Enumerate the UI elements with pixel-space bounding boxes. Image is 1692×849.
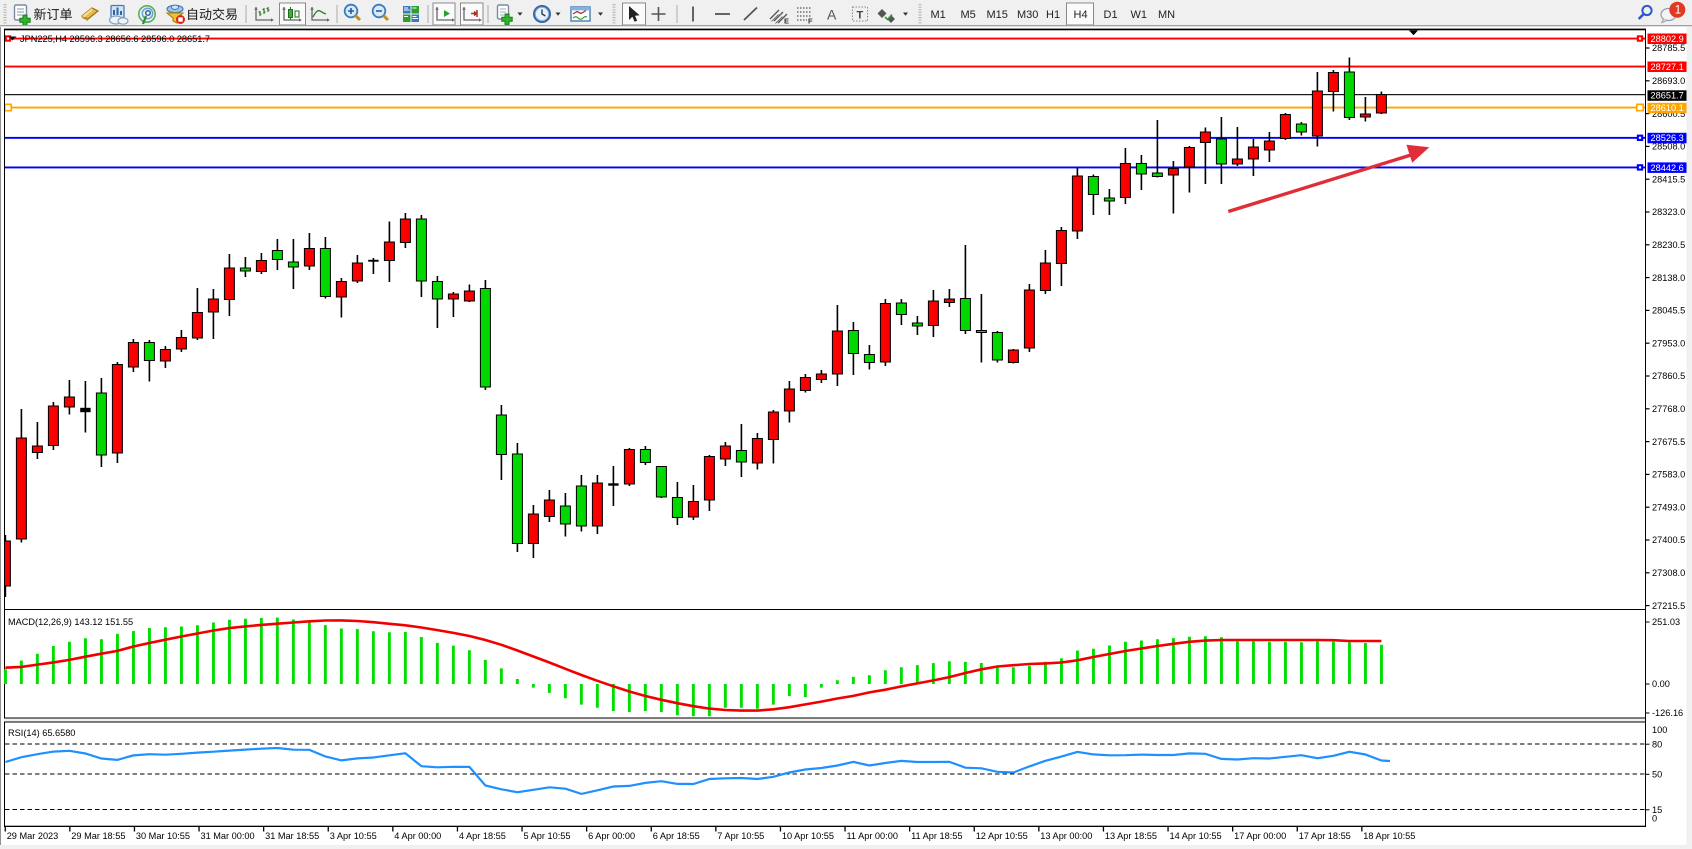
svg-text:17 Apr 18:55: 17 Apr 18:55 [1299, 831, 1351, 841]
svg-text:6 Apr 00:00: 6 Apr 00:00 [588, 831, 635, 841]
svg-text:28508.0: 28508.0 [1652, 142, 1685, 152]
svg-text:1: 1 [1675, 5, 1681, 17]
svg-text:7 Apr 10:55: 7 Apr 10:55 [717, 831, 764, 841]
svg-text:27583.0: 27583.0 [1652, 470, 1685, 480]
svg-text:29 Mar 2023: 29 Mar 2023 [7, 831, 59, 841]
svg-text:28802.9: 28802.9 [1651, 34, 1684, 44]
svg-text:3 Apr 10:55: 3 Apr 10:55 [330, 831, 377, 841]
svg-text:13 Apr 18:55: 13 Apr 18:55 [1105, 831, 1157, 841]
svg-text:11 Apr 00:00: 11 Apr 00:00 [847, 831, 898, 841]
svg-text:0.00: 0.00 [1652, 679, 1670, 689]
svg-text:W1: W1 [1131, 9, 1148, 21]
svg-text:5 Apr 10:55: 5 Apr 10:55 [524, 831, 571, 841]
svg-text:27860.5: 27860.5 [1652, 371, 1685, 381]
svg-text:12 Apr 10:55: 12 Apr 10:55 [976, 831, 1028, 841]
svg-text:28138.0: 28138.0 [1652, 273, 1685, 283]
svg-text:31 Mar 18:55: 31 Mar 18:55 [265, 831, 319, 841]
svg-text:27768.0: 27768.0 [1652, 404, 1685, 414]
svg-text:10 Apr 10:55: 10 Apr 10:55 [782, 831, 834, 841]
svg-text:18 Apr 10:55: 18 Apr 10:55 [1363, 831, 1415, 841]
svg-text:28045.5: 28045.5 [1652, 306, 1685, 316]
svg-text:RSI(14) 65.6580: RSI(14) 65.6580 [8, 728, 75, 738]
svg-text:80: 80 [1652, 739, 1662, 749]
svg-text:A: A [827, 7, 837, 23]
svg-text:6 Apr 18:55: 6 Apr 18:55 [653, 831, 700, 841]
svg-text:M1: M1 [931, 9, 946, 21]
svg-text:100: 100 [1652, 725, 1667, 735]
svg-text:F: F [808, 17, 813, 26]
svg-text:M30: M30 [1017, 9, 1038, 21]
svg-text:27493.0: 27493.0 [1652, 502, 1685, 512]
svg-text:4 Apr 18:55: 4 Apr 18:55 [459, 831, 506, 841]
svg-text:D1: D1 [1104, 9, 1118, 21]
svg-text:17 Apr 00:00: 17 Apr 00:00 [1234, 831, 1286, 841]
svg-text:11 Apr 18:55: 11 Apr 18:55 [911, 831, 962, 841]
svg-text:H4: H4 [1074, 9, 1088, 21]
svg-text:15: 15 [1652, 805, 1662, 815]
svg-text:28727.1: 28727.1 [1651, 62, 1684, 72]
svg-text:M5: M5 [961, 9, 976, 21]
svg-text:27308.0: 27308.0 [1652, 568, 1685, 578]
svg-text:14 Apr 10:55: 14 Apr 10:55 [1170, 831, 1222, 841]
svg-text:28323.0: 28323.0 [1652, 207, 1685, 217]
svg-text:28693.0: 28693.0 [1652, 76, 1685, 86]
svg-text:28526.3: 28526.3 [1651, 133, 1684, 143]
svg-text:28651.7: 28651.7 [1651, 91, 1684, 101]
svg-text:28610.1: 28610.1 [1651, 103, 1684, 113]
svg-text:27215.5: 27215.5 [1652, 601, 1685, 611]
svg-text:28442.6: 28442.6 [1651, 163, 1684, 173]
svg-text:28415.5: 28415.5 [1652, 174, 1685, 184]
svg-text:0: 0 [1652, 814, 1657, 824]
svg-text:JPN225,H4 28596.3 28656.6 28: JPN225,H4 28596.3 28656.6 28596.0 28651.… [20, 34, 210, 44]
svg-text:MACD(12,26,9) 143.12 151.55: MACD(12,26,9) 143.12 151.55 [8, 617, 133, 627]
svg-text:28785.5: 28785.5 [1652, 43, 1685, 53]
svg-text:27675.5: 27675.5 [1652, 437, 1685, 447]
svg-text:MN: MN [1158, 9, 1175, 21]
svg-text:50: 50 [1652, 770, 1662, 780]
svg-text:M15: M15 [987, 9, 1008, 21]
svg-text:27953.0: 27953.0 [1652, 338, 1685, 348]
svg-text:28230.5: 28230.5 [1652, 240, 1685, 250]
svg-text:T: T [857, 10, 864, 22]
svg-text:31 Mar 00:00: 31 Mar 00:00 [201, 831, 255, 841]
svg-text:13 Apr 00:00: 13 Apr 00:00 [1040, 831, 1092, 841]
svg-text:E: E [784, 17, 789, 26]
svg-text:251.03: 251.03 [1652, 617, 1680, 627]
svg-text:30 Mar 10:55: 30 Mar 10:55 [136, 831, 190, 841]
svg-text:28600.5: 28600.5 [1652, 109, 1685, 119]
svg-text:-126.16: -126.16 [1652, 708, 1683, 718]
svg-text:H1: H1 [1046, 9, 1060, 21]
svg-text:27400.5: 27400.5 [1652, 535, 1685, 545]
svg-text:29 Mar 18:55: 29 Mar 18:55 [71, 831, 125, 841]
svg-text:4 Apr 00:00: 4 Apr 00:00 [394, 831, 441, 841]
